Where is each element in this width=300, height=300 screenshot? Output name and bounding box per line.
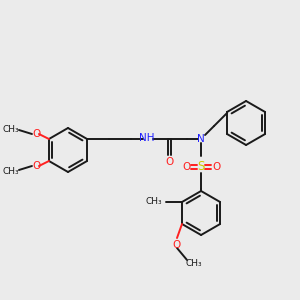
Text: O: O: [33, 161, 41, 171]
Text: O: O: [182, 162, 190, 172]
Text: CH₃: CH₃: [3, 167, 19, 176]
Text: CH₃: CH₃: [186, 259, 202, 268]
Text: O: O: [33, 129, 41, 139]
Text: O: O: [165, 157, 173, 167]
Text: O: O: [212, 162, 220, 172]
Text: CH₃: CH₃: [3, 124, 19, 134]
Text: N: N: [197, 134, 205, 144]
Text: NH: NH: [139, 133, 155, 143]
Text: S: S: [197, 160, 205, 173]
Text: CH₃: CH₃: [146, 197, 162, 206]
Text: O: O: [173, 240, 181, 250]
